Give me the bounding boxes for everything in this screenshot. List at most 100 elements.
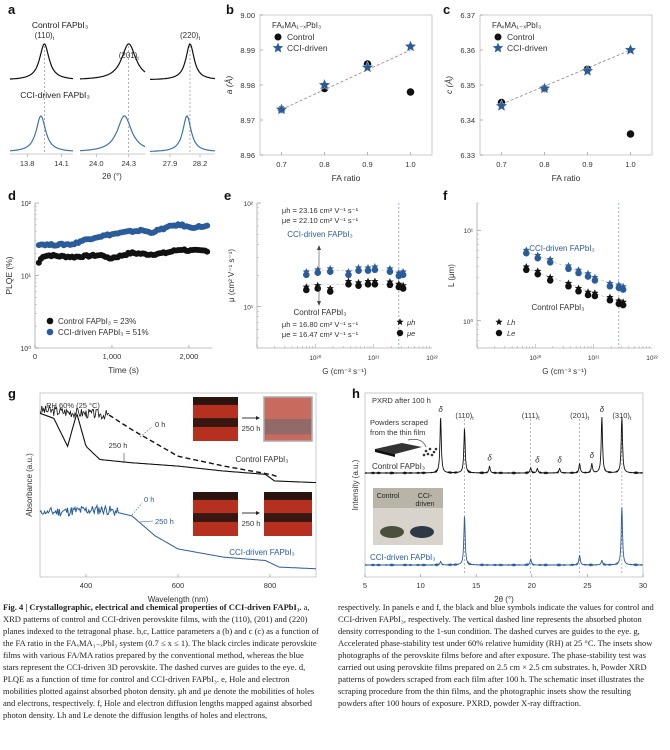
caption-left: Fig. 4 | Crystallographic, electrical an… (3, 601, 321, 721)
x-axis-title: Time (s) (108, 365, 139, 375)
x-tick-label: 5 (363, 581, 367, 590)
data-point-cci-mu-h (399, 268, 407, 275)
x-tick-label: 800 (264, 581, 277, 590)
legend-label-control: Control (287, 32, 315, 42)
x-tick-label: 1.0 (405, 160, 415, 169)
annotation-control-250h: 250 h (109, 441, 128, 450)
annotation-control-0h: 0 h (155, 420, 165, 429)
x-tick-label: 1,000 (103, 352, 122, 361)
peak-curve-control (150, 43, 216, 80)
plot-frame (364, 392, 644, 578)
data-point-control-lh (546, 273, 554, 281)
y-tick-label: 8.99 (240, 46, 255, 55)
y-axis-title: L (μm) (447, 264, 456, 287)
annotation-cci-label: CCI-driven FAPbI₃ (287, 230, 353, 239)
x-tick-label: 10 (416, 581, 424, 590)
inset-label-cci-250h: 250 h (242, 519, 261, 528)
powder-icon (434, 447, 438, 451)
photo-label-control: Control (377, 493, 400, 500)
data-point-cci-mu-h (326, 264, 334, 272)
data-point-control-lh (564, 279, 573, 287)
x-tick-label: 1.0 (625, 160, 635, 169)
annotation-control-mu-h: μh = 16.80 cm² V⁻¹ s⁻¹ (282, 320, 359, 329)
legend-label-cci: CCI-driven (507, 43, 548, 53)
x-tick-label: 24.0 (89, 159, 104, 168)
data-point-control-mu-h (354, 278, 363, 286)
data-point-control-lh (584, 288, 592, 296)
legend-marker-lh (495, 318, 503, 326)
data-point-cci-mu-h (364, 263, 372, 271)
legend-label-lh: Lh (507, 318, 515, 327)
powder-icon (430, 453, 434, 457)
y-axis-title: a (Å) (224, 76, 234, 95)
inset-arrow-cci-head (256, 511, 260, 515)
label-control: Control FAPbI₃ (531, 303, 584, 312)
guide-line (526, 267, 624, 304)
legend-marker-cci (492, 42, 504, 53)
y-axis-title: PLQE (%) (4, 256, 14, 294)
photo-control-0h-band (193, 418, 238, 427)
data-point-cci (318, 78, 331, 91)
label-cci: CCI-driven FAPbI₃ (529, 244, 595, 253)
legend-marker-control (494, 33, 502, 41)
x-tick-label: 27.9 (163, 159, 178, 168)
legend-label-control: Control FAPbI₃ = 23% (58, 317, 136, 326)
chart-c-lattice-c: 6.33 6.34 6.35 6.36 6.37 0.7 0.8 0.9 1.0 FA ratio… (444, 11, 653, 183)
x-axis-title: FA ratio (552, 173, 581, 183)
legend-label-cci: CCI-driven FAPbI₃ = 51% (58, 328, 149, 337)
x-tick-label: 10²¹ (588, 355, 600, 362)
photo-label-cci-2: driven (415, 501, 434, 508)
data-point-control-mu-h (399, 281, 407, 289)
data-point-control-mu-h (344, 277, 353, 285)
data-point-cci-mu-h (302, 268, 310, 275)
data-point-control-lh (619, 298, 627, 306)
data-point-control (406, 88, 415, 96)
plot-frame (479, 14, 653, 156)
arrow-up-head (317, 245, 321, 250)
curve-control-0h-noise (39, 404, 110, 420)
y-tick-label: 6.34 (460, 116, 475, 125)
photo-cci-250h-band (264, 513, 312, 522)
peak-label: (111)t (522, 411, 540, 422)
data-point-cci-lh (522, 246, 530, 254)
y-tick-label: 10¹ (21, 274, 32, 281)
photo-cci-powder (410, 526, 434, 538)
photo-control-250h-haze (264, 419, 312, 435)
guide-line (281, 49, 411, 110)
data-point-control-mu-h (364, 277, 372, 285)
peak-label: (201)t (119, 51, 140, 62)
peak-curve-cci (149, 115, 216, 152)
panel-letter-c: c (443, 2, 451, 17)
photo-cci-0h-band (193, 492, 238, 500)
x-tick-label: 13.8 (20, 159, 35, 168)
annotation-scrape-1: Powders scraped (370, 418, 428, 427)
data-point-cci (361, 60, 374, 73)
chart-d-plqe: 10⁰ 10¹ 10² 0 1,000 2,000 Time (s) PLQE (%) Cont… (4, 201, 212, 375)
data-point-cci (404, 39, 417, 52)
caption-title: Fig. 4 | Crystallographic, electrical an… (3, 602, 302, 612)
x-tick-label: 10²² (426, 355, 438, 362)
label-control: Control FAPbI₃ (372, 462, 425, 471)
legend-label-cci: CCI-driven (287, 43, 328, 53)
data-point-control-lh (574, 284, 583, 292)
annotation-title: PXRD after 100 h (372, 396, 431, 405)
annotation-cci-250h: 250 h (155, 517, 174, 526)
film-schematic-icon (375, 443, 422, 454)
data-point-control (204, 248, 211, 255)
data-point-cci-lh (534, 251, 542, 259)
chart-b-lattice-a: 8.96 8.97 8.98 8.99 9.00 0.7 0.8 0.9 1.0 FA ratio… (224, 11, 433, 183)
curve-control-0h (108, 414, 279, 478)
x-tick-label: 15 (472, 581, 480, 590)
y-tick-label: 10¹ (464, 228, 474, 235)
y-tick-label: 6.35 (460, 81, 475, 90)
x-tick-label: 400 (80, 581, 93, 590)
x-tick-label: 2,000 (180, 352, 199, 361)
annotation-control-label: Control FAPbI₃ (293, 308, 346, 317)
label-cci: CCI-driven FAPbI₃ (229, 548, 295, 557)
arrow-cci-0h (131, 502, 143, 516)
data-point-cci-lh (619, 282, 627, 290)
peak-curve-cci (79, 115, 146, 152)
photo-control-250h-border (263, 396, 313, 442)
peak-label: (201)t (570, 411, 590, 422)
y-tick-label: 10² (244, 201, 254, 208)
